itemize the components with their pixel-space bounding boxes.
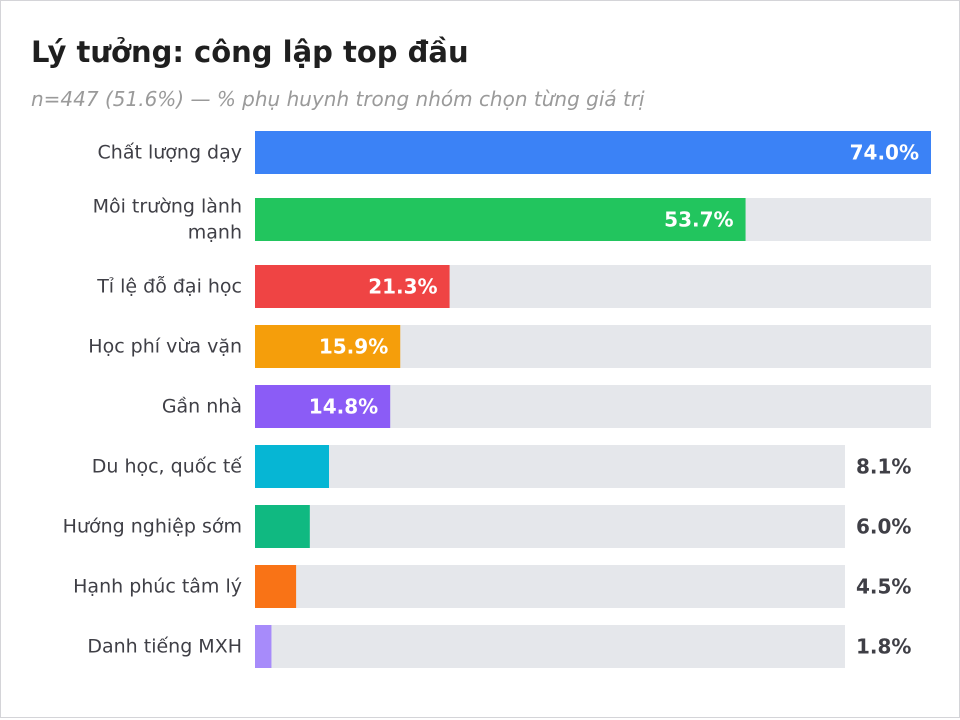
value-label: 74.0% (850, 141, 919, 165)
bar (255, 265, 450, 308)
category-label: Danh tiếng MXH (87, 636, 242, 658)
value-label: 14.8% (309, 395, 378, 419)
bar (255, 325, 401, 368)
category-label: Môi trường lành (93, 196, 242, 218)
bar (255, 625, 272, 668)
value-label: 1.8% (856, 635, 911, 659)
bar (255, 198, 746, 241)
chart-title: Lý tưởng: công lập top đầu (31, 35, 469, 69)
bar-track (255, 565, 845, 608)
category-label: Tỉ lệ đỗ đại học (96, 275, 242, 298)
bar (255, 565, 297, 608)
bar-track (255, 625, 845, 668)
value-label: 21.3% (368, 275, 437, 299)
bar (255, 445, 329, 488)
category-label: Gần nhà (162, 396, 242, 418)
category-label: Chất lượng dạy (98, 142, 242, 164)
category-label: Hạnh phúc tâm lý (73, 576, 242, 598)
category-label: Học phí vừa vặn (88, 336, 242, 358)
bar-track (255, 445, 845, 488)
value-label: 4.5% (856, 575, 911, 599)
category-label: mạnh (188, 222, 242, 244)
category-label: Hướng nghiệp sớm (63, 516, 242, 538)
bar-track (255, 505, 845, 548)
bar (255, 505, 310, 548)
value-label: 53.7% (664, 208, 733, 232)
value-label: 8.1% (856, 455, 911, 479)
category-label: Du học, quốc tế (92, 456, 243, 478)
chart-subtitle: n=447 (51.6%) — % phụ huynh trong nhóm c… (31, 87, 645, 111)
bar (255, 385, 391, 428)
value-label: 15.9% (319, 335, 388, 359)
value-label: 6.0% (856, 515, 911, 539)
bar (255, 131, 931, 174)
